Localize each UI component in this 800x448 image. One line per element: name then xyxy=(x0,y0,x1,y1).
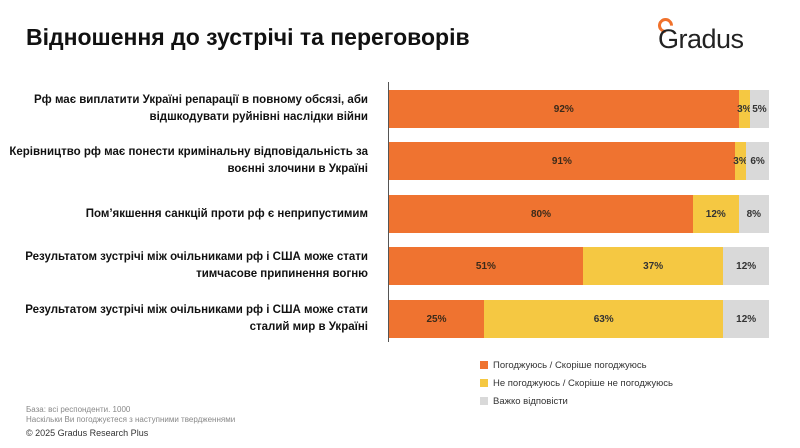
data-label: 8% xyxy=(746,208,762,220)
data-label: 12% xyxy=(736,260,757,272)
bar-segment-disagree: 3% xyxy=(737,90,752,128)
bar-segment-disagree: 63% xyxy=(484,300,724,338)
data-label: 63% xyxy=(593,313,614,325)
category-label: Рф має виплатити Україні репарації в пов… xyxy=(34,94,368,123)
category-label: Результатом зустрічі між очільниками рф … xyxy=(25,304,368,333)
legend-swatch xyxy=(480,361,488,369)
bar-row: 80% 12% 8% xyxy=(389,195,769,233)
legend-label: Погоджуюсь / Скоріше погоджуюсь xyxy=(493,359,647,371)
bar-row: 91% 3% 6% xyxy=(389,142,769,180)
bar-segment-agree: 91% xyxy=(389,142,735,180)
copyright: © 2025 Gradus Research Plus xyxy=(26,428,149,438)
legend-label: Не погоджуюсь / Скоріше не погоджуюсь xyxy=(493,377,673,389)
bar-segment-hard: 6% xyxy=(746,142,769,180)
bar-segment-hard: 5% xyxy=(749,90,769,128)
chart-legend: Погоджуюсь / Скоріше погоджуюсь Не погодж… xyxy=(480,356,673,410)
data-label: 37% xyxy=(643,260,664,272)
bar-row: 92% 3% 5% xyxy=(389,90,769,128)
category-label: Керівництво рф має понести кримінальну в… xyxy=(9,146,368,175)
data-label: 5% xyxy=(752,103,767,115)
bar-segment-agree: 92% xyxy=(389,90,739,128)
data-label: 51% xyxy=(475,260,496,272)
category-label: Пом’якшення санкцій проти рф є неприпуст… xyxy=(85,207,368,220)
data-label: 92% xyxy=(553,103,574,115)
footnote-question: Наскільки Ви погоджуєтеся з наступними т… xyxy=(26,415,236,424)
data-label: 6% xyxy=(750,155,765,167)
logo-text: Gradus xyxy=(658,24,744,54)
data-label: 25% xyxy=(426,313,447,325)
legend-label: Важко відповісти xyxy=(493,395,568,407)
bar-segment-hard: 12% xyxy=(723,300,769,338)
page-title: Відношення до зустрічі та переговорів xyxy=(26,24,470,50)
data-label: 12% xyxy=(705,208,726,220)
bar-segment-disagree: 3% xyxy=(733,142,748,180)
bar-segment-hard: 8% xyxy=(738,195,769,233)
bar-row: 25% 63% 12% xyxy=(389,300,769,338)
gradus-logo: Gradus xyxy=(652,14,772,54)
legend-item-agree: Погоджуюсь / Скоріше погоджуюсь xyxy=(480,356,673,374)
legend-item-disagree: Не погоджуюсь / Скоріше не погоджуюсь xyxy=(480,374,673,392)
bar-segment-agree: 51% xyxy=(389,247,583,285)
legend-swatch xyxy=(480,379,488,387)
data-label: 3% xyxy=(733,155,748,167)
chart-axis-line xyxy=(388,82,389,342)
bar-segment-disagree: 37% xyxy=(582,247,724,285)
legend-item-hard: Важко відповісти xyxy=(480,392,673,410)
category-label: Результатом зустрічі між очільниками рф … xyxy=(25,251,368,280)
data-label: 80% xyxy=(530,208,551,220)
bar-segment-hard: 12% xyxy=(723,247,769,285)
data-label: 12% xyxy=(736,313,757,325)
footnote-base: База: всі респонденти. 1000 xyxy=(26,405,131,414)
legend-swatch xyxy=(480,397,488,405)
bar-segment-agree: 25% xyxy=(389,300,484,338)
bar-row: 51% 37% 12% xyxy=(389,247,769,285)
data-label: 3% xyxy=(737,103,752,115)
bar-segment-agree: 80% xyxy=(389,195,693,233)
bar-segment-disagree: 12% xyxy=(693,195,739,233)
data-label: 91% xyxy=(551,155,572,167)
